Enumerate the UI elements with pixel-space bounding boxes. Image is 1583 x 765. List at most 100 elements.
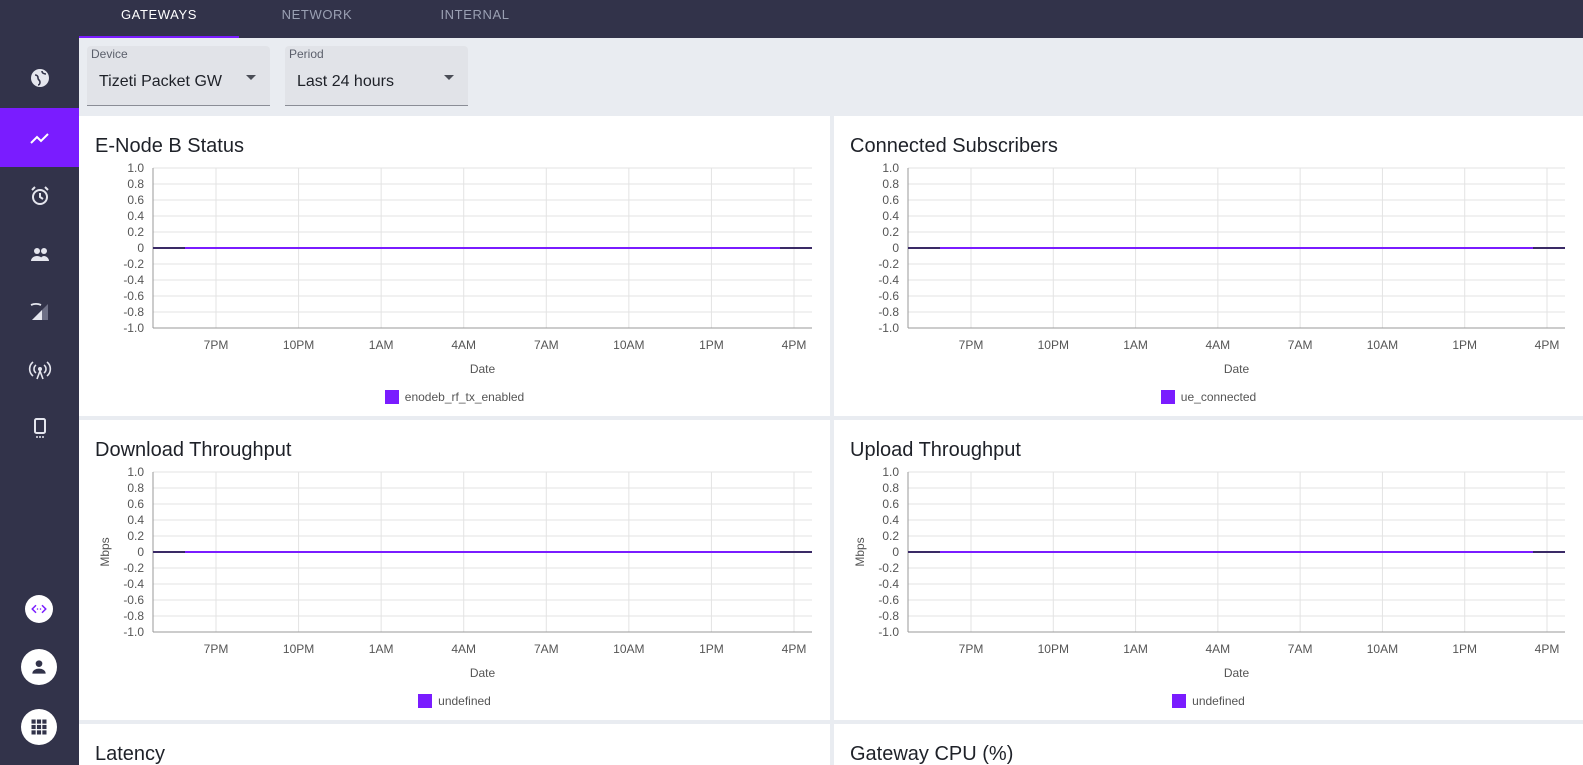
legend-swatch bbox=[418, 694, 433, 708]
legend-label: undefined bbox=[438, 694, 491, 708]
chart-title: Connected Subscribers bbox=[850, 135, 1058, 157]
apps-grid-icon bbox=[31, 719, 47, 735]
x-tick-label: 4AM bbox=[451, 338, 476, 352]
y-tick-label: -0.6 bbox=[878, 289, 899, 303]
x-tick-label: 4PM bbox=[782, 642, 807, 656]
chart-upload-throughput: 1.0 0.8 0.6 0.4 0.2 0 -0.2 -0.4 -0.6 -0.8 -1.0 7PM 1… bbox=[853, 465, 1565, 680]
y-tick-label: 0 bbox=[137, 545, 144, 559]
x-axis-title: Date bbox=[470, 666, 496, 680]
x-tick-label: 7AM bbox=[534, 642, 559, 656]
chart-legend[interactable]: undefined bbox=[79, 694, 830, 708]
x-axis-title: Date bbox=[470, 362, 496, 376]
api-docs-button[interactable] bbox=[25, 595, 53, 623]
x-tick-label: 7AM bbox=[1288, 338, 1313, 352]
y-tick-label: -1.0 bbox=[123, 321, 144, 335]
x-tick-label: 4AM bbox=[1206, 338, 1231, 352]
y-tick-label: 1.0 bbox=[882, 161, 899, 175]
legend-swatch bbox=[1172, 694, 1187, 708]
chart-download-throughput: 1.0 0.8 0.6 0.4 0.2 0 -0.2 -0.4 -0.6 -0.8 -1.0 7PM 1… bbox=[98, 465, 812, 680]
x-tick-label: 7PM bbox=[959, 642, 984, 656]
y-tick-label: 1.0 bbox=[882, 465, 899, 479]
device-value: Tizeti Packet GW bbox=[99, 73, 222, 90]
y-tick-label: -0.2 bbox=[878, 257, 899, 271]
x-tick-label: 4PM bbox=[782, 338, 807, 352]
y-tick-label: 0.2 bbox=[882, 225, 899, 239]
account-button[interactable] bbox=[21, 649, 57, 685]
y-axis-title: Mbps bbox=[98, 537, 112, 566]
x-axis-title: Date bbox=[1224, 666, 1250, 680]
x-tick-label: 1PM bbox=[699, 642, 724, 656]
x-tick-label: 7AM bbox=[1288, 642, 1313, 656]
chart-legend[interactable]: undefined bbox=[834, 694, 1583, 708]
signal-cellular-icon bbox=[30, 302, 48, 320]
nav-equipment[interactable] bbox=[0, 340, 79, 399]
y-tick-label: -1.0 bbox=[123, 625, 144, 639]
nav-enodebs[interactable] bbox=[0, 282, 79, 341]
x-tick-label: 10AM bbox=[613, 642, 644, 656]
caret-down-icon bbox=[444, 75, 454, 80]
device-select[interactable]: Device Tizeti Packet GW bbox=[87, 46, 270, 106]
y-tick-label: -0.2 bbox=[878, 561, 899, 575]
x-tick-label: 1PM bbox=[699, 338, 724, 352]
y-tick-label: -0.6 bbox=[123, 593, 144, 607]
y-tick-label: 0.6 bbox=[882, 193, 899, 207]
chart-title: Latency bbox=[95, 743, 166, 765]
chart-legend[interactable]: ue_connected bbox=[834, 390, 1583, 404]
period-select[interactable]: Period Last 24 hours bbox=[285, 46, 468, 106]
chart-card-enodeb-status: E-Node B Status 1.0 0.8 0.6 0.4 0.2 0 -0.2 -0.4… bbox=[79, 116, 830, 416]
y-tick-label: 0.8 bbox=[882, 177, 899, 191]
chart-title: Download Throughput bbox=[95, 439, 292, 461]
y-tick-label: 0 bbox=[892, 241, 899, 255]
y-tick-label: 0.8 bbox=[882, 481, 899, 495]
chart-card-latency: Latency bbox=[79, 724, 830, 765]
y-tick-label: -0.6 bbox=[878, 593, 899, 607]
nav-alerts[interactable] bbox=[0, 166, 79, 225]
x-tick-label: 1AM bbox=[1123, 338, 1148, 352]
nav-subscribers[interactable] bbox=[0, 224, 79, 283]
y-tick-label: 0.2 bbox=[127, 529, 144, 543]
x-tick-label: 7PM bbox=[204, 642, 229, 656]
trending-up-icon bbox=[29, 132, 49, 144]
apps-button[interactable] bbox=[21, 709, 57, 745]
nav-networks[interactable] bbox=[0, 48, 79, 107]
code-brackets-icon bbox=[31, 604, 47, 614]
globe-icon bbox=[30, 68, 49, 87]
nav-metrics[interactable] bbox=[0, 108, 79, 167]
x-tick-label: 4AM bbox=[451, 642, 476, 656]
y-tick-label: 1.0 bbox=[127, 465, 144, 479]
y-tick-label: 0.2 bbox=[882, 529, 899, 543]
y-tick-label: 0.4 bbox=[882, 209, 899, 223]
y-tick-label: 1.0 bbox=[127, 161, 144, 175]
x-tick-label: 1AM bbox=[1123, 642, 1148, 656]
y-tick-label: -0.8 bbox=[878, 305, 899, 319]
alarm-icon bbox=[30, 185, 49, 205]
y-tick-label: 0.4 bbox=[882, 513, 899, 527]
tab-gateways[interactable]: GATEWAYS bbox=[79, 0, 239, 38]
chart-card-connected-subscribers: Connected Subscribers 1.0 0.8 0.6 0.4 0.2 0 -0… bbox=[834, 116, 1583, 416]
x-tick-label: 10AM bbox=[613, 338, 644, 352]
period-value: Last 24 hours bbox=[297, 73, 394, 90]
device-label: Device bbox=[91, 47, 128, 61]
y-tick-label: 0.2 bbox=[127, 225, 144, 239]
chart-title: Gateway CPU (%) bbox=[850, 743, 1014, 765]
y-tick-label: 0 bbox=[892, 545, 899, 559]
nav-devices[interactable] bbox=[0, 398, 79, 457]
x-axis-title: Date bbox=[1224, 362, 1250, 376]
tab-network[interactable]: NETWORK bbox=[281, 7, 353, 22]
y-tick-label: 0.6 bbox=[882, 497, 899, 511]
x-tick-label: 4PM bbox=[1535, 338, 1560, 352]
chart-enodeb-status: 1.0 0.8 0.6 0.4 0.2 0 -0.2 -0.4 -0.6 -0.8 -1.0 7PM 1… bbox=[123, 161, 812, 376]
legend-swatch bbox=[1160, 390, 1175, 404]
chart-card-upload-throughput: Upload Throughput 1.0 0.8 0.6 0.4 0.2 0 -0.2 -0… bbox=[834, 420, 1583, 720]
y-tick-label: 0.8 bbox=[127, 481, 144, 495]
chart-legend[interactable]: enodeb_rf_tx_enabled bbox=[79, 390, 830, 404]
chart-card-download-throughput: Download Throughput 1.0 0.8 0.6 0.4 0.2 0 -0.2… bbox=[79, 420, 830, 720]
y-tick-label: -0.8 bbox=[878, 609, 899, 623]
chart-card-gateway-cpu: Gateway CPU (%) bbox=[834, 724, 1583, 765]
y-tick-label: -0.4 bbox=[878, 273, 899, 287]
tab-internal[interactable]: INTERNAL bbox=[440, 7, 510, 22]
x-tick-label: 7PM bbox=[204, 338, 229, 352]
x-tick-label: 1PM bbox=[1452, 642, 1477, 656]
access-point-icon bbox=[28, 360, 51, 379]
phone-android-icon bbox=[33, 417, 46, 438]
